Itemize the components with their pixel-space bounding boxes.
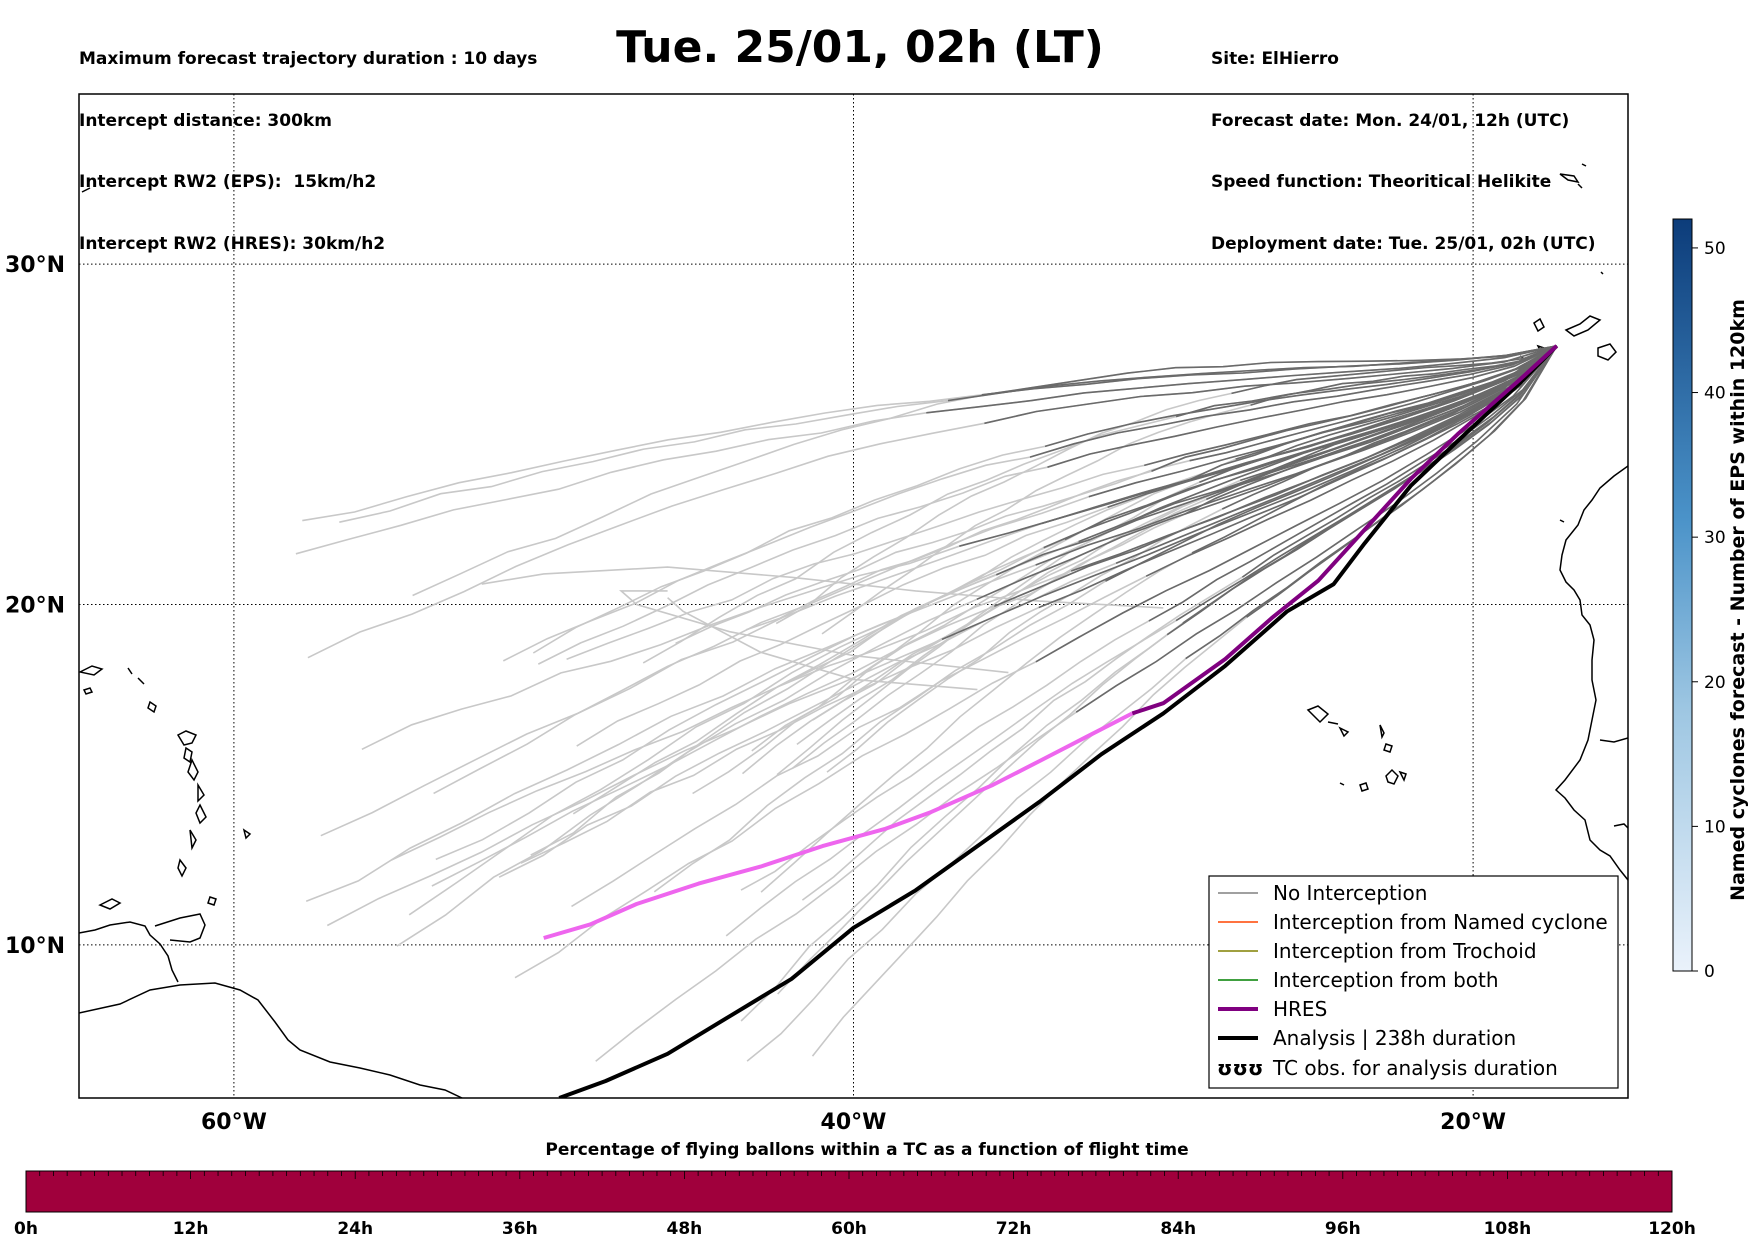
time-tick-label: 48h (667, 1219, 703, 1239)
lat-tick-label: 30°N (5, 253, 65, 278)
time-tick-label: 96h (1325, 1219, 1361, 1239)
ensemble-track (1047, 345, 1558, 468)
flight-time-bar: Percentage of flying ballons within a TC… (14, 1140, 1696, 1239)
ensemble-track (745, 345, 1558, 631)
ensemble-track (618, 590, 1009, 674)
time-tick-label: 84h (1160, 1219, 1196, 1239)
header-line: Speed function: Theoritical Helikite (1211, 172, 1552, 192)
flight-time-bar-title: Percentage of flying ballons within a TC… (545, 1140, 1188, 1160)
colorbar: 0 10 20 30 40 50 Named cyclones forecast - Nu… (1672, 218, 1749, 982)
ensemble-track (1070, 345, 1558, 572)
lon-tick-label: 20°W (1440, 1110, 1506, 1135)
colorbar-tick-label: 40 (1704, 384, 1726, 404)
colorbar-tick-label: 30 (1704, 528, 1726, 548)
ensemble-track (1029, 345, 1558, 458)
time-tick-label: 24h (337, 1219, 373, 1239)
colorbar-tick-label: 0 (1704, 962, 1715, 982)
legend-label: Interception from Named cyclone (1273, 910, 1608, 934)
ensemble-tracks-dark (926, 345, 1558, 713)
map-frame (78, 93, 1629, 1099)
colorbar-tick-label: 20 (1704, 673, 1726, 693)
ensemble-track (1143, 345, 1558, 467)
hres-track-late (543, 711, 1134, 940)
ensemble-track (1078, 345, 1558, 543)
ensemble-track (481, 566, 1164, 609)
ensemble-track (775, 345, 1557, 625)
time-tick-label: 120h (1648, 1219, 1696, 1239)
header-info-left: Maximum forecast trajectory duration : 1… (79, 8, 537, 275)
flight-time-ticks: 0h 12h 24h 36h 48h 60h 72h 84h 96h 108h 120h (14, 1171, 1696, 1239)
map-title: Tue. 25/01, 02h (LT) (616, 22, 1104, 73)
header-line: Intercept RW2 (HRES): 30km/h2 (79, 233, 386, 254)
legend-tc-symbol: ʊʊʊ (1217, 1056, 1263, 1080)
ensemble-track (1239, 345, 1558, 482)
legend-box (1208, 875, 1619, 1089)
ensemble-track (976, 345, 1558, 601)
time-tick-label: 36h (502, 1219, 538, 1239)
ensemble-track (1075, 345, 1558, 713)
ensemble-track (667, 597, 978, 691)
ensemble-track (1166, 345, 1558, 636)
ensemble-track (1044, 345, 1557, 448)
header-line: Intercept distance: 300km (79, 110, 332, 131)
ensemble-track (1105, 345, 1558, 582)
header-line: Maximum forecast trajectory duration : 1… (79, 49, 538, 69)
legend-label: Interception from Trochoid (1273, 939, 1537, 963)
ensemble-track (725, 345, 1558, 937)
header-line: Deployment date: Tue. 25/01, 02h (UTC) (1211, 233, 1596, 254)
time-tick-label: 60h (831, 1219, 867, 1239)
time-tick-label: 12h (173, 1219, 209, 1239)
ensemble-track (1107, 345, 1558, 508)
lon-tick-label: 40°W (821, 1110, 887, 1135)
time-tick-label: 108h (1484, 1219, 1532, 1239)
latitude-labels: 30°N 20°N 10°N (5, 253, 65, 959)
analysis-track (558, 344, 1559, 1098)
ensemble-track (1250, 345, 1558, 406)
ensemble-track (1175, 345, 1558, 622)
header-line: Forecast date: Mon. 24/01, 12h (UTC) (1211, 110, 1570, 131)
ensemble-track (984, 345, 1557, 425)
colorbar-tick-label: 10 (1704, 817, 1726, 837)
longitude-labels: 60°W 40°W 20°W (201, 1110, 1506, 1135)
hres-track-early (1131, 344, 1559, 716)
legend-label: No Interception (1273, 881, 1427, 905)
legend-label: Analysis | 238h duration (1273, 1026, 1516, 1050)
colorbar-gradient (1672, 218, 1693, 972)
ensemble-track (1148, 345, 1558, 622)
lon-tick-label: 60°W (201, 1110, 267, 1135)
time-tick-label: 0h (14, 1219, 38, 1239)
ensemble-track (1088, 345, 1558, 498)
ensemble-track (984, 345, 1557, 396)
time-tick-label: 72h (996, 1219, 1032, 1239)
ensemble-track (1035, 345, 1558, 566)
header-info-right: Site: ElHierro Forecast date: Mon. 24/01… (1211, 8, 1596, 275)
colorbar-ticks: 0 10 20 30 40 50 (1692, 239, 1726, 982)
header-line: Site: ElHierro (1211, 49, 1339, 69)
legend-label: Interception from both (1273, 968, 1499, 992)
lat-tick-label: 20°N (5, 594, 65, 619)
ensemble-track (926, 345, 1557, 414)
ensemble-track (1185, 345, 1558, 660)
lat-tick-label: 10°N (5, 934, 65, 959)
ensemble-track (412, 345, 1557, 597)
legend-label: TC obs. for analysis duration (1272, 1056, 1558, 1080)
colorbar-tick-label: 50 (1704, 239, 1726, 259)
ensemble-track (993, 345, 1558, 607)
coastlines (79, 163, 1628, 1098)
legend-label: HRES (1273, 997, 1327, 1021)
colorbar-title: Named cyclones forecast - Number of EPS … (1727, 299, 1749, 901)
legend: ʊʊʊ No Interception Interception from Na… (1208, 875, 1619, 1089)
header-line: Intercept RW2 (EPS): 15km/h2 (79, 172, 377, 192)
